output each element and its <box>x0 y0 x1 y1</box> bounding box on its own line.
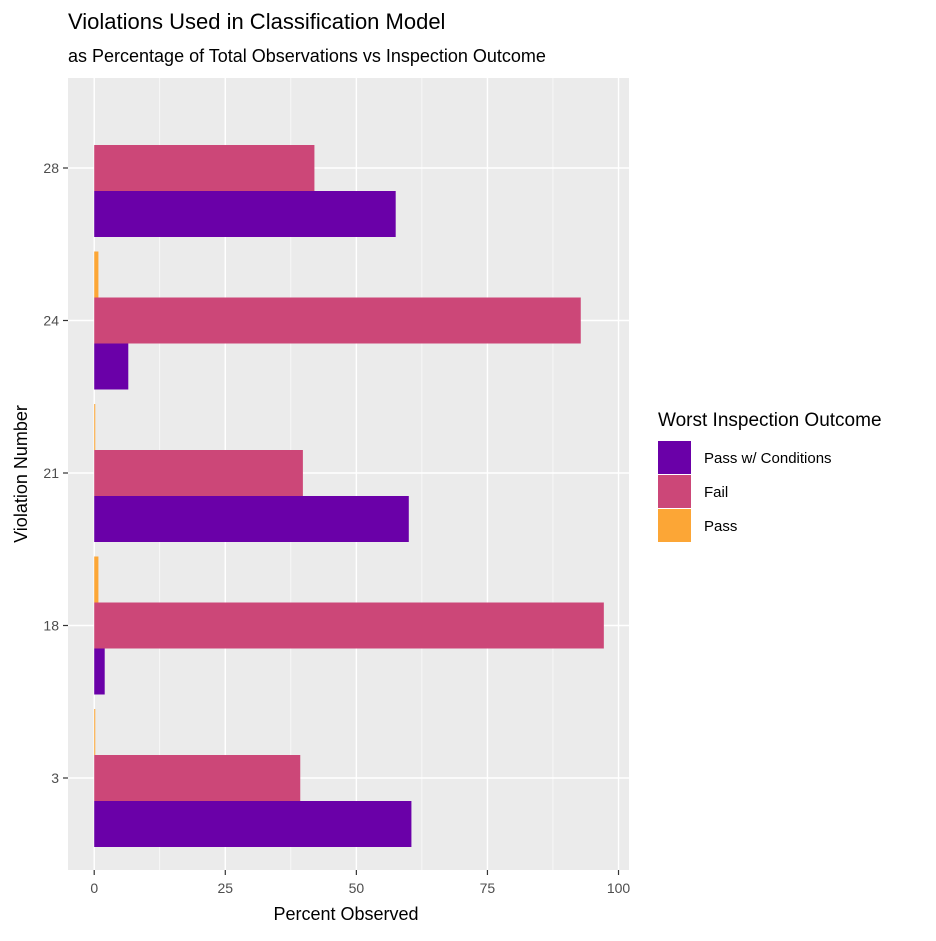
bar <box>94 145 315 191</box>
bar <box>94 556 99 603</box>
bar <box>94 648 105 695</box>
y-tick-label: 3 <box>51 770 59 786</box>
y-axis-title: Violation Number <box>11 405 31 543</box>
legend-title: Worst Inspection Outcome <box>658 410 882 431</box>
x-axis: 0 25 50 75 100 <box>90 870 630 896</box>
bar <box>94 450 303 496</box>
legend-label: Pass w/ Conditions <box>704 450 832 467</box>
bar <box>94 709 96 755</box>
x-tick-label: 25 <box>218 880 234 896</box>
x-tick-label: 100 <box>607 880 631 896</box>
y-tick-label: 21 <box>43 465 59 481</box>
bar <box>94 251 99 298</box>
legend-key <box>658 441 691 474</box>
bar <box>94 191 396 237</box>
bar <box>94 297 581 344</box>
x-axis-title: Percent Observed <box>273 904 418 924</box>
bar <box>94 343 129 390</box>
legend: Worst Inspection Outcome Pass w/ Conditi… <box>658 410 882 542</box>
legend-key <box>658 509 691 542</box>
y-tick-label: 18 <box>43 618 59 634</box>
legend-label: Fail <box>704 484 728 501</box>
y-axis: 3 18 21 24 28 <box>43 160 68 786</box>
chart-subtitle: as Percentage of Total Observations vs I… <box>68 46 546 66</box>
bar <box>94 755 301 801</box>
y-tick-label: 28 <box>43 160 59 176</box>
bars-layer <box>94 145 604 847</box>
legend-label: Pass <box>704 518 737 535</box>
x-tick-label: 75 <box>480 880 496 896</box>
x-tick-label: 0 <box>90 880 98 896</box>
bar <box>94 801 412 847</box>
chart-title: Violations Used in Classification Model <box>68 9 445 34</box>
y-tick-label: 24 <box>43 313 59 329</box>
bar <box>94 496 409 542</box>
legend-key <box>658 475 691 508</box>
bar <box>94 404 96 450</box>
bar <box>94 602 604 649</box>
x-tick-label: 50 <box>349 880 365 896</box>
